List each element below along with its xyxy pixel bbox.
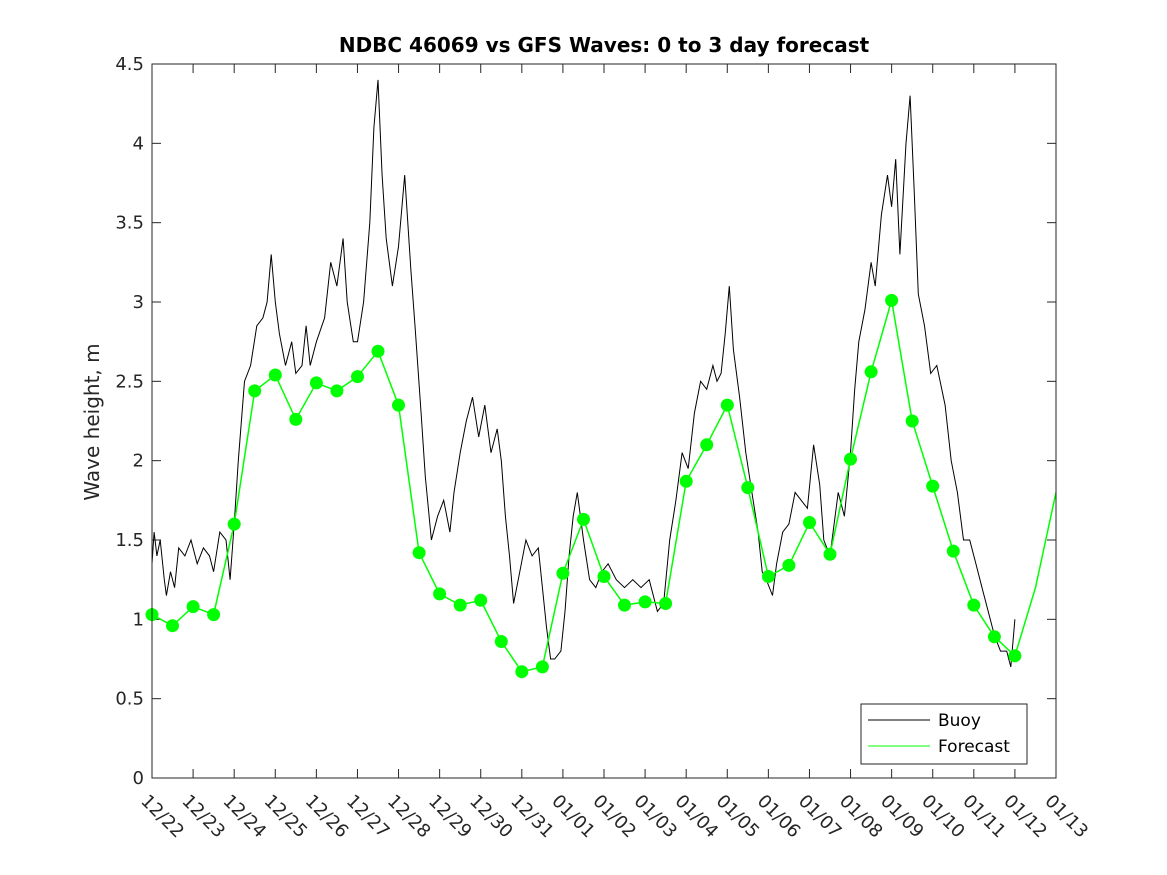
x-tick-label: 12/23 bbox=[178, 791, 230, 843]
forecast-point bbox=[679, 474, 693, 488]
forecast-point bbox=[392, 398, 405, 412]
buoy-series-line bbox=[151, 79, 1016, 668]
forecast-point bbox=[186, 600, 200, 614]
forecast-point bbox=[474, 593, 488, 607]
forecast-point bbox=[803, 516, 816, 529]
forecast-point bbox=[720, 398, 734, 412]
x-tick-label: 12/30 bbox=[465, 791, 517, 843]
forecast-point bbox=[371, 344, 385, 358]
x-tick-label: 01/05 bbox=[712, 791, 764, 843]
forecast-point bbox=[577, 512, 590, 526]
forecast-point bbox=[556, 566, 570, 580]
x-tick-label: 01/10 bbox=[917, 791, 969, 843]
forecast-point bbox=[987, 630, 1001, 644]
forecast-point bbox=[453, 598, 467, 612]
x-tick-label: 12/25 bbox=[260, 791, 312, 843]
y-tick-label: 0 bbox=[133, 768, 144, 789]
forecast-point bbox=[741, 481, 755, 495]
x-tick-label: 12/29 bbox=[424, 791, 476, 843]
x-tick-label: 12/31 bbox=[506, 791, 558, 843]
forecast-point bbox=[330, 384, 344, 398]
forecast-point bbox=[433, 587, 447, 601]
forecast-point bbox=[864, 365, 878, 379]
x-tick-label: 12/24 bbox=[219, 791, 271, 843]
forecast-point bbox=[289, 412, 303, 426]
forecast-point bbox=[309, 376, 323, 390]
y-tick-label: 3.5 bbox=[115, 213, 144, 234]
x-tick-label: 01/06 bbox=[753, 791, 805, 843]
y-tick-label: 4 bbox=[133, 133, 144, 154]
forecast-point bbox=[166, 619, 179, 633]
x-tick-label: 01/03 bbox=[630, 791, 682, 843]
x-tick-label: 12/22 bbox=[136, 791, 188, 843]
x-tick-label: 01/08 bbox=[835, 791, 887, 843]
forecast-point bbox=[638, 595, 652, 609]
forecast-point bbox=[412, 546, 426, 560]
y-tick-label: 2.5 bbox=[115, 371, 144, 392]
forecast-point bbox=[700, 438, 714, 452]
y-tick-label: 1.5 bbox=[115, 530, 144, 551]
y-axis-label: Wave height, m bbox=[80, 343, 104, 500]
forecast-point bbox=[597, 570, 611, 583]
x-tick-label: 01/01 bbox=[547, 791, 599, 843]
y-tick-label: 3 bbox=[133, 292, 144, 313]
forecast-point bbox=[248, 384, 262, 398]
x-tick-label: 01/12 bbox=[999, 791, 1051, 843]
legend: Buoy Forecast bbox=[860, 703, 1028, 765]
forecast-point bbox=[967, 598, 981, 612]
forecast-point bbox=[761, 570, 775, 583]
x-tick-label: 01/11 bbox=[958, 791, 1010, 843]
x-tick-label: 01/13 bbox=[1040, 791, 1092, 843]
forecast-point bbox=[926, 479, 940, 493]
forecast-point bbox=[494, 635, 508, 648]
x-tick-label: 01/02 bbox=[588, 791, 640, 843]
forecast-point bbox=[268, 368, 282, 382]
forecast-point bbox=[946, 544, 960, 558]
x-tick-label: 01/07 bbox=[794, 791, 846, 843]
forecast-point bbox=[885, 293, 899, 307]
forecast-point bbox=[782, 558, 796, 572]
forecast-point bbox=[905, 414, 919, 428]
forecast-point bbox=[207, 608, 221, 622]
y-tick-label: 1 bbox=[133, 609, 144, 630]
plot-area bbox=[145, 79, 1057, 679]
forecast-point bbox=[227, 517, 241, 531]
legend-box bbox=[860, 703, 1028, 765]
x-tick-label: 12/27 bbox=[342, 791, 394, 843]
y-tick-label: 4.5 bbox=[115, 54, 144, 75]
forecast-point bbox=[618, 598, 631, 612]
forecast-point bbox=[823, 547, 837, 561]
x-tick-label: 12/26 bbox=[301, 791, 353, 843]
x-tick-label: 01/04 bbox=[671, 791, 723, 843]
legend-forecast-label: Forecast bbox=[938, 737, 1010, 757]
chart-title: NDBC 46069 vs GFS Waves: 0 to 3 day fore… bbox=[339, 33, 870, 57]
forecast-point bbox=[659, 597, 673, 610]
forecast-point bbox=[844, 452, 857, 466]
y-tick-label: 0.5 bbox=[115, 689, 144, 710]
forecast-point bbox=[515, 665, 529, 679]
y-tick-label: 2 bbox=[133, 451, 144, 472]
legend-buoy-label: Buoy bbox=[938, 711, 981, 731]
axes-box bbox=[151, 63, 1057, 779]
forecast-point bbox=[1008, 649, 1022, 663]
x-tick-label: 01/09 bbox=[876, 791, 928, 843]
forecast-point bbox=[351, 370, 364, 384]
forecast-point bbox=[535, 660, 549, 674]
x-tick-label: 12/28 bbox=[383, 791, 435, 843]
